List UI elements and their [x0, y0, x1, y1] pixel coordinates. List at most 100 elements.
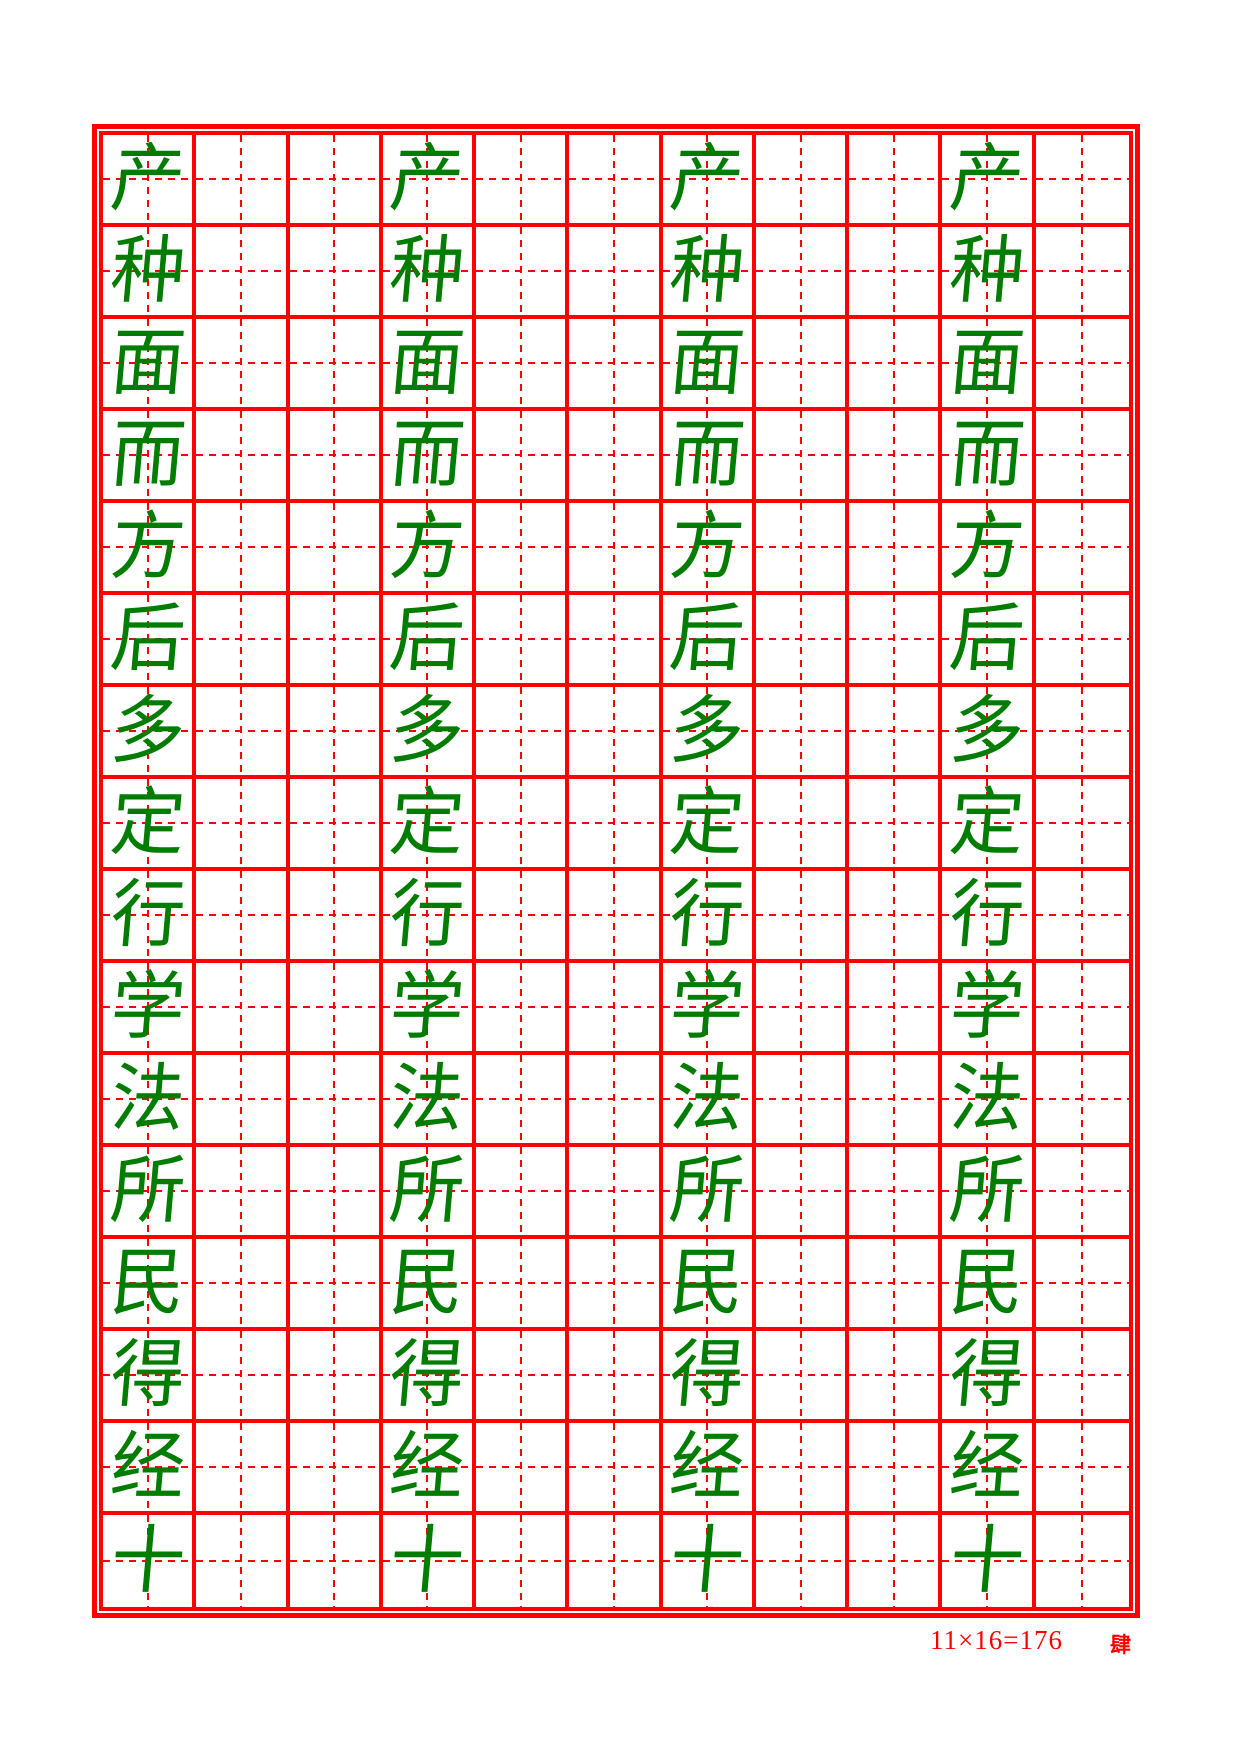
practice-character: 民: [666, 1240, 749, 1326]
grid-cell-empty: [569, 411, 663, 503]
grid-cell-empty: [196, 227, 290, 319]
grid-cell-empty: [755, 1055, 850, 1147]
practice-character: 种: [946, 228, 1028, 314]
grid-cell-character: 种: [382, 227, 477, 319]
grid-cell-empty: [1035, 687, 1129, 779]
practice-character: 多: [106, 688, 189, 774]
grid-cell-empty: [476, 779, 570, 871]
practice-character: 十: [386, 1518, 469, 1604]
grid-cell-empty: [849, 503, 943, 595]
grid-cell-empty: [476, 1239, 570, 1331]
grid-cell-empty: [289, 963, 383, 1055]
grid-cell-character: 学: [942, 963, 1036, 1055]
practice-character: 定: [946, 780, 1028, 866]
grid-cell-empty: [1035, 1055, 1129, 1147]
grid-cell-empty: [289, 687, 383, 779]
grid-cell-empty: [476, 687, 570, 779]
grid-cell-character: 得: [382, 1331, 477, 1423]
practice-character: 得: [666, 1332, 749, 1418]
grid-cell-empty: [849, 687, 943, 779]
practice-character: 定: [386, 780, 469, 866]
grid-cell-character: 方: [942, 503, 1036, 595]
grid-cell-empty: [476, 595, 570, 687]
practice-character: 多: [386, 688, 469, 774]
grid-cell-empty: [196, 963, 290, 1055]
grid-cell-character: 法: [382, 1055, 477, 1147]
grid-cell-character: 所: [103, 1147, 197, 1239]
grid-cell-character: 多: [942, 687, 1036, 779]
grid-cell-character: 而: [662, 411, 756, 503]
grid-cell-character: 得: [103, 1331, 197, 1423]
grid-cell-empty: [196, 595, 290, 687]
practice-character: 面: [946, 320, 1028, 406]
grid-cell-character: 而: [382, 411, 477, 503]
practice-character: 经: [946, 1424, 1028, 1510]
grid-cell-empty: [289, 503, 383, 595]
grid-cell-empty: [755, 1239, 850, 1331]
grid-cell-empty: [569, 227, 663, 319]
grid-outer-frame: 产 产 产 产种 种 种 种面 面 面 面而 而 而 而方 方 方 方后 后 后 后多 多 多 多定 定 定 定行 行 行 行学 学 学 学…: [92, 124, 1140, 1618]
grid-cell-empty: [476, 1515, 570, 1607]
practice-character: 学: [386, 964, 469, 1050]
practice-character: 得: [106, 1332, 189, 1418]
grid-cell-empty: [569, 1515, 663, 1607]
grid-cell-character: 行: [382, 871, 477, 963]
grid-cell-empty: [196, 1331, 290, 1423]
grid-cell-empty: [196, 1515, 290, 1607]
practice-character: 经: [106, 1424, 189, 1510]
grid-cell-empty: [196, 1147, 290, 1239]
practice-character: 所: [106, 1148, 189, 1234]
grid-cell-empty: [569, 503, 663, 595]
grid-cell-empty: [1035, 1239, 1129, 1331]
grid-cell-character: 种: [942, 227, 1036, 319]
grid-cell-character: 民: [382, 1239, 477, 1331]
grid-cell-empty: [849, 411, 943, 503]
grid-cell-empty: [476, 963, 570, 1055]
grid-cell-empty: [849, 1239, 943, 1331]
grid-cell-character: 定: [662, 779, 756, 871]
grid-cell-character: 经: [942, 1423, 1036, 1515]
grid-cell-empty: [755, 1147, 850, 1239]
grid-cell-empty: [755, 503, 850, 595]
grid-cell-empty: [289, 135, 383, 227]
practice-character: 学: [946, 964, 1028, 1050]
grid-cell-character: 产: [942, 135, 1036, 227]
practice-character: 种: [386, 228, 469, 314]
grid-cell-character: 法: [942, 1055, 1036, 1147]
grid-cell-empty: [1035, 227, 1129, 319]
practice-character: 而: [106, 412, 189, 498]
grid-cell-character: 定: [103, 779, 197, 871]
grid-cell-empty: [289, 227, 383, 319]
grid-cell-character: 而: [103, 411, 197, 503]
grid-cell-character: 方: [103, 503, 197, 595]
practice-character: 法: [386, 1056, 469, 1142]
grid-cell-empty: [1035, 319, 1129, 411]
practice-character: 面: [106, 320, 189, 406]
grid-cell-empty: [755, 687, 850, 779]
grid-cell-empty: [1035, 1515, 1129, 1607]
grid-cell-character: 后: [103, 595, 197, 687]
grid-cell-character: 面: [942, 319, 1036, 411]
grid-cell-character: 定: [382, 779, 477, 871]
practice-character: 产: [666, 136, 749, 222]
grid-cell-empty: [476, 1423, 570, 1515]
practice-character: 种: [666, 228, 749, 314]
grid-cell-character: 行: [942, 871, 1036, 963]
practice-grid: 产 产 产 产种 种 种 种面 面 面 面而 而 而 而方 方 方 方后 后 后 后多 多 多 多定 定 定 定行 行 行 行学 学 学 学…: [99, 131, 1133, 1611]
grid-cell-empty: [196, 1423, 290, 1515]
grid-cell-empty: [569, 1055, 663, 1147]
grid-cell-empty: [196, 503, 290, 595]
grid-cell-empty: [289, 871, 383, 963]
practice-character: 面: [386, 320, 469, 406]
grid-cell-empty: [476, 1147, 570, 1239]
grid-cell-character: 所: [942, 1147, 1036, 1239]
grid-cell-empty: [755, 595, 850, 687]
grid-cell-empty: [849, 227, 943, 319]
grid-cell-empty: [1035, 871, 1129, 963]
practice-character: 后: [106, 596, 189, 682]
grid-cell-empty: [1035, 779, 1129, 871]
grid-cell-empty: [755, 227, 850, 319]
practice-character: 十: [666, 1518, 749, 1604]
grid-cell-empty: [476, 503, 570, 595]
